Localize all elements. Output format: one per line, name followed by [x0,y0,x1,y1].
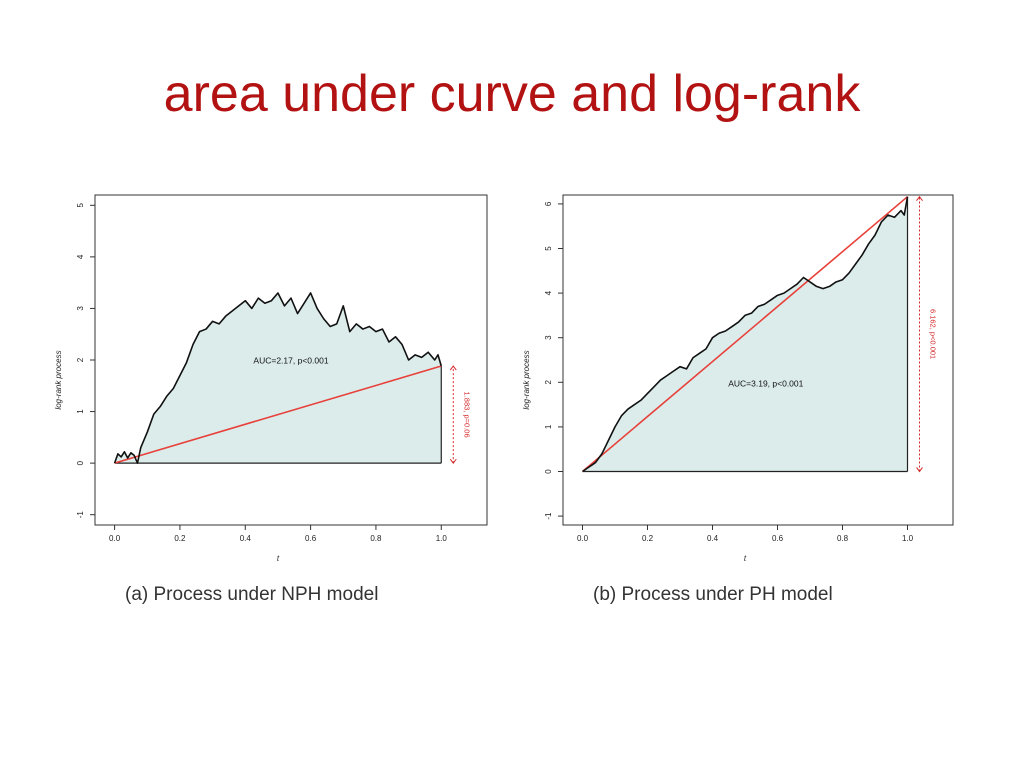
chart-b-svg: 6.162, p<0.001 AUC=3.19, p<0.001 0.0 0.2 0.4… [522,194,954,605]
chart-b-plot-frame [562,194,954,526]
chart-a-y-tick-label: 2 [76,357,85,362]
chart-a-caption: (a) Process under NPH model [125,584,378,605]
chart-a-svg: 1.883, p=0.06 AUC=2.17, p<0.001 0.0 0.2 0.4 0… [54,194,488,605]
chart-b-y-tick-label: 0 [544,469,553,474]
chart-a-end-marker-arrow-top [449,365,457,371]
slide-title: area under curve and log-rank [163,65,861,123]
chart-b-x-tick-label: 0.8 [837,534,849,543]
chart-b-x-tick-label: 0.2 [642,534,654,543]
chart-b-y-tick-label: 3 [544,335,553,340]
chart-a: 1.883, p=0.06 AUC=2.17, p<0.001 0.0 0.2 0.4 0… [40,185,510,625]
chart-b-reference-line [581,196,909,473]
chart-a-y-tick-label: 4 [76,254,85,259]
chart-b-y-tick-label: 1 [544,424,553,429]
chart-b-x-tick-label: 1.0 [902,534,914,543]
chart-a-y-tick-label: 1 [76,409,85,414]
chart-b-end-label: 6.162, p<0.001 [929,309,938,359]
chart-b-process-curve [582,196,909,473]
chart-a-end-label: 1.883, p=0.06 [462,392,471,438]
chart-a-auc-area [114,292,442,464]
chart-a-end-marker-arrow-bottom [449,458,457,464]
chart-b-x-tick-label: 0.0 [577,534,589,543]
chart-b-y-tick-label: 5 [544,246,553,251]
chart-a-x-tick-label: 0.2 [174,534,186,543]
chart-b-y-tick-label: -1 [544,512,553,520]
chart-b-y-tick-label: 2 [544,380,553,385]
chart-a-reference-line [114,365,442,464]
chart-a-y-tick-label: 3 [76,306,85,311]
chart-a-x-tick-label: 0.6 [305,534,317,543]
chart-a-y-tick-label: 0 [76,460,85,465]
chart-b: 6.162, p<0.001 AUC=3.19, p<0.001 0.0 0.2 0.4… [508,185,978,625]
chart-b-x-tick-label: 0.6 [772,534,784,543]
chart-a-x-tick-label: 1.0 [436,534,448,543]
chart-b-end-marker-arrow-bottom [916,467,923,473]
chart-a-x-tick-label: 0.8 [370,534,382,543]
chart-a-x-tick-label: 0.0 [109,534,121,543]
chart-b-end-marker-arrow-top [916,195,923,201]
chart-a-x-tick-label: 0.4 [240,534,252,543]
chart-a-y-tick-label: 5 [76,203,85,208]
chart-a-x-axis-label: t [277,554,280,563]
chart-b-y-tick-label: 4 [544,290,553,295]
chart-a-process-curve [113,292,443,464]
chart-b-x-axis-label: t [744,554,747,563]
chart-b-y-axis-label: log-rank process [522,350,531,409]
chart-b-x-tick-label: 0.4 [707,534,719,543]
chart-a-y-axis-label: log-rank process [54,350,63,409]
chart-b-caption: (b) Process under PH model [593,584,833,605]
chart-b-auc-annotation: AUC=3.19, p<0.001 [728,378,803,388]
chart-a-y-tick-label: -1 [76,511,85,519]
chart-a-auc-annotation: AUC=2.17, p<0.001 [253,355,328,365]
chart-b-y-tick-label: 6 [544,201,553,206]
